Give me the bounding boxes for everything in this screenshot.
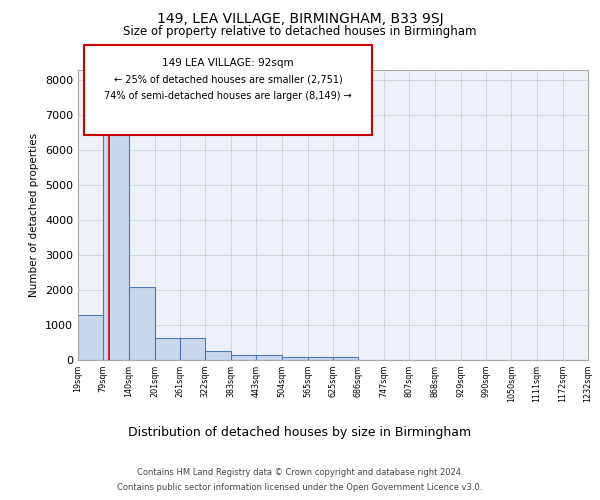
Bar [103,131,129,360]
Bar [129,286,155,360]
Text: 149 LEA VILLAGE: 92sqm: 149 LEA VILLAGE: 92sqm [162,58,294,68]
Text: ← 25% of detached houses are smaller (2,751): ← 25% of detached houses are smaller (2,… [113,75,343,85]
Text: Contains HM Land Registry data © Crown copyright and database right 2024.: Contains HM Land Registry data © Crown c… [137,468,463,477]
Bar [256,356,282,360]
Text: Size of property relative to detached houses in Birmingham: Size of property relative to detached ho… [123,25,477,38]
Bar [282,356,308,360]
Bar [333,357,358,360]
Bar [205,350,231,360]
Text: 149, LEA VILLAGE, BIRMINGHAM, B33 9SJ: 149, LEA VILLAGE, BIRMINGHAM, B33 9SJ [157,12,443,26]
Text: Distribution of detached houses by size in Birmingham: Distribution of detached houses by size … [128,426,472,439]
Bar [78,314,103,360]
Text: 74% of semi-detached houses are larger (8,149) →: 74% of semi-detached houses are larger (… [104,92,352,102]
Bar [180,338,205,360]
Text: Contains public sector information licensed under the Open Government Licence v3: Contains public sector information licen… [118,483,482,492]
Y-axis label: Number of detached properties: Number of detached properties [29,133,40,297]
Bar [308,357,333,360]
Bar [231,355,256,360]
Bar [155,338,180,360]
